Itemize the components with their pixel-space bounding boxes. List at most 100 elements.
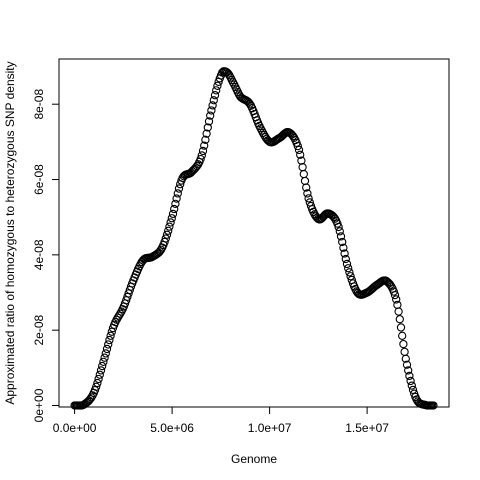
data-point (200, 141, 209, 150)
data-point (156, 245, 166, 254)
data-point (104, 340, 113, 349)
data-point (339, 243, 348, 252)
data-point (206, 111, 215, 120)
data-point (345, 268, 354, 277)
y-tick-label: 0e+00 (32, 388, 46, 422)
data-point (288, 131, 298, 141)
data-point (204, 117, 214, 126)
data-point (208, 101, 217, 110)
data-point (114, 311, 124, 320)
data-point (160, 237, 169, 247)
y-tick-label: 8e-08 (32, 89, 46, 120)
data-point (399, 339, 408, 349)
x-axis: 0.0e+00 5.0e+06 1.0e+07 1.5e+07 (53, 407, 389, 435)
data-point (296, 150, 305, 159)
data-point (406, 376, 415, 386)
data-point (212, 86, 221, 95)
plot-frame (58, 58, 450, 408)
data-point (171, 199, 180, 208)
data-point (386, 280, 395, 289)
data-point (408, 385, 418, 395)
data-point (293, 141, 302, 151)
data-point (298, 163, 307, 172)
data-point (202, 129, 211, 138)
x-tick-label: 0.0e+00 (53, 421, 97, 435)
data-point (162, 230, 172, 239)
data-point (166, 218, 175, 227)
data-point (99, 357, 108, 366)
data-point (336, 232, 346, 241)
data-point (429, 401, 438, 410)
data-point (245, 99, 254, 108)
data-point (389, 287, 398, 296)
data-point (300, 176, 310, 186)
data-point (172, 194, 181, 203)
data-point (106, 331, 115, 340)
data-point (299, 169, 308, 179)
data-point (203, 123, 212, 132)
data-point (398, 331, 407, 340)
data-point (210, 91, 220, 100)
data-point (196, 154, 205, 164)
data-point (209, 96, 218, 105)
data-point (168, 209, 178, 219)
data-point (165, 222, 174, 231)
data-point (167, 214, 176, 223)
data-point (400, 347, 409, 357)
data-point (402, 360, 412, 369)
data-point (112, 315, 121, 324)
data-point (192, 161, 202, 171)
data-point (396, 323, 406, 332)
data-point (197, 151, 206, 160)
data-point (164, 226, 173, 235)
data-point (101, 349, 110, 358)
data-point (174, 184, 184, 193)
data-point (333, 219, 342, 228)
data-point (404, 366, 413, 375)
data-point (344, 264, 353, 273)
data-point (346, 272, 355, 281)
data-point (338, 237, 347, 247)
x-tick-label: 1.5e+07 (345, 421, 389, 435)
data-point (96, 366, 106, 375)
data-point (161, 234, 170, 243)
data-point (100, 353, 109, 362)
data-point (330, 214, 340, 223)
data-point (302, 183, 311, 192)
data-point (207, 106, 216, 115)
data-point (335, 227, 344, 236)
data-point (92, 382, 101, 391)
data-point (105, 335, 114, 345)
data-point (303, 189, 312, 198)
data-point (394, 307, 403, 316)
data-points (70, 67, 438, 410)
data-point (98, 361, 107, 371)
data-point (395, 315, 404, 324)
data-point (94, 374, 103, 384)
data-point (392, 295, 401, 304)
y-tick-label: 6e-08 (32, 164, 46, 195)
y-axis: 0e+00 2e-08 4e-08 6e-08 8e-08 (32, 89, 59, 422)
data-point (95, 370, 104, 379)
data-point (87, 393, 96, 402)
data-point (213, 81, 222, 91)
data-point (390, 290, 400, 300)
data-point (334, 222, 343, 232)
data-point (201, 135, 210, 144)
data-point (102, 344, 112, 354)
y-tick-label: 2e-08 (32, 315, 46, 346)
y-axis-title: Approximated ratio of homozygous to hete… (3, 61, 17, 404)
data-point (407, 381, 416, 390)
data-point (93, 378, 102, 388)
data-point (198, 146, 208, 156)
data-point (224, 69, 233, 78)
data-point (170, 204, 179, 214)
data-point (340, 249, 349, 258)
data-point (173, 189, 182, 198)
x-tick-label: 5.0e+06 (150, 421, 194, 435)
data-point (341, 254, 350, 264)
x-axis-title: Genome (231, 452, 277, 466)
data-point (401, 354, 410, 363)
x-tick-label: 1.0e+07 (248, 421, 292, 435)
